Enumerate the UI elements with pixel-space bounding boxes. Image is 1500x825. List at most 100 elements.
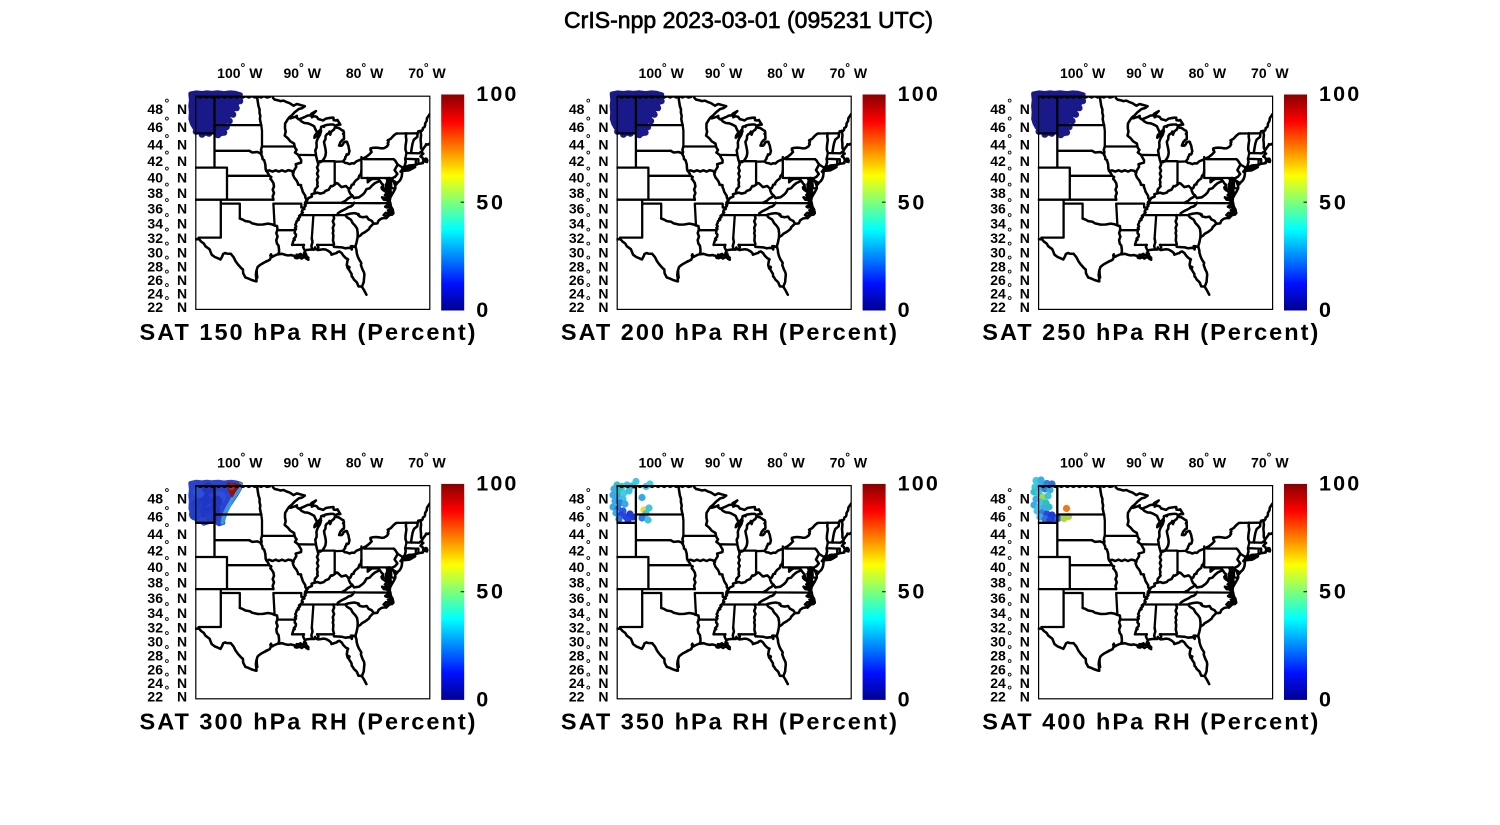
svg-text:N: N <box>177 153 187 169</box>
svg-text:°: ° <box>165 148 170 162</box>
svg-text:°: ° <box>165 267 170 281</box>
svg-text:°: ° <box>165 485 170 499</box>
svg-text:N: N <box>598 244 608 260</box>
svg-text:°: ° <box>586 96 591 110</box>
svg-text:°: ° <box>586 114 591 128</box>
svg-text:N: N <box>1020 575 1030 591</box>
svg-text:90° W: 90° W <box>705 450 743 471</box>
svg-text:N: N <box>1020 101 1030 117</box>
svg-text:°: ° <box>586 210 591 224</box>
svg-text:26: 26 <box>990 662 1006 678</box>
svg-text:32: 32 <box>990 620 1006 636</box>
svg-text:36: 36 <box>147 590 163 606</box>
svg-text:70° W: 70° W <box>408 61 446 82</box>
svg-text:42: 42 <box>990 543 1006 559</box>
svg-text:N: N <box>598 153 608 169</box>
svg-text:N: N <box>177 648 187 664</box>
svg-text:°: ° <box>586 148 591 162</box>
svg-text:30: 30 <box>147 244 163 260</box>
svg-text:SAT 200 hPa RH (Percent): SAT 200 hPa RH (Percent) <box>561 319 897 345</box>
svg-text:N: N <box>598 575 608 591</box>
svg-text:°: ° <box>1007 569 1012 583</box>
svg-text:70° W: 70° W <box>1251 61 1289 82</box>
svg-text:N: N <box>1020 491 1030 507</box>
svg-text:40: 40 <box>569 559 585 575</box>
svg-text:N: N <box>177 216 187 232</box>
svg-text:SAT 400 hPa RH (Percent): SAT 400 hPa RH (Percent) <box>982 708 1318 734</box>
svg-text:48: 48 <box>990 101 1006 117</box>
svg-text:24: 24 <box>569 675 585 691</box>
svg-text:°: ° <box>1007 554 1012 568</box>
svg-text:24: 24 <box>990 675 1006 691</box>
svg-text:N: N <box>177 675 187 691</box>
svg-text:44: 44 <box>990 137 1006 153</box>
svg-text:32: 32 <box>569 230 585 246</box>
svg-text:28: 28 <box>990 648 1006 664</box>
svg-text:N: N <box>598 491 608 507</box>
svg-text:0: 0 <box>476 298 488 322</box>
svg-text:°: ° <box>586 585 591 599</box>
svg-text:34: 34 <box>147 216 163 232</box>
svg-text:90° W: 90° W <box>283 450 321 471</box>
svg-text:N: N <box>598 590 608 606</box>
svg-text:°: ° <box>586 195 591 209</box>
svg-text:38: 38 <box>990 575 1006 591</box>
svg-text:°: ° <box>1007 280 1012 294</box>
svg-text:N: N <box>177 185 187 201</box>
svg-text:°: ° <box>1007 253 1012 267</box>
svg-text:N: N <box>598 119 608 135</box>
svg-text:°: ° <box>165 96 170 110</box>
svg-text:°: ° <box>1007 195 1012 209</box>
svg-text:80° W: 80° W <box>767 450 805 471</box>
svg-text:44: 44 <box>147 137 163 153</box>
svg-text:°: ° <box>586 131 591 145</box>
svg-text:°: ° <box>586 485 591 499</box>
svg-text:90° W: 90° W <box>1126 450 1164 471</box>
svg-text:100° W: 100° W <box>217 61 263 82</box>
svg-text:°: ° <box>165 554 170 568</box>
svg-text:N: N <box>1020 201 1030 217</box>
svg-text:N: N <box>1020 590 1030 606</box>
svg-text:N: N <box>1020 185 1030 201</box>
svg-text:30: 30 <box>569 634 585 650</box>
svg-text:°: ° <box>1007 485 1012 499</box>
svg-text:70° W: 70° W <box>830 61 868 82</box>
svg-text:26: 26 <box>569 662 585 678</box>
svg-text:N: N <box>598 662 608 678</box>
svg-text:42: 42 <box>569 543 585 559</box>
svg-text:N: N <box>1020 509 1030 525</box>
svg-text:°: ° <box>586 164 591 178</box>
svg-text:°: ° <box>165 683 170 697</box>
svg-text:SAT 300 hPa RH (Percent): SAT 300 hPa RH (Percent) <box>140 708 476 734</box>
svg-text:N: N <box>598 185 608 201</box>
svg-text:°: ° <box>1007 114 1012 128</box>
svg-text:°: ° <box>586 670 591 684</box>
svg-text:°: ° <box>165 294 170 308</box>
svg-text:100° W: 100° W <box>217 450 263 471</box>
svg-text:24: 24 <box>147 675 163 691</box>
svg-text:N: N <box>1020 648 1030 664</box>
svg-text:70° W: 70° W <box>1251 450 1289 471</box>
svg-text:°: ° <box>586 180 591 194</box>
svg-text:°: ° <box>1007 643 1012 657</box>
svg-text:°: ° <box>586 656 591 670</box>
svg-text:°: ° <box>165 670 170 684</box>
svg-text:34: 34 <box>147 605 163 621</box>
svg-text:N: N <box>177 101 187 117</box>
svg-text:°: ° <box>586 280 591 294</box>
svg-text:30: 30 <box>990 244 1006 260</box>
svg-text:42: 42 <box>147 543 163 559</box>
svg-text:36: 36 <box>990 590 1006 606</box>
svg-text:N: N <box>598 101 608 117</box>
svg-text:44: 44 <box>147 526 163 542</box>
svg-text:100° W: 100° W <box>639 61 685 82</box>
svg-text:22: 22 <box>569 299 585 315</box>
svg-text:36: 36 <box>990 201 1006 217</box>
svg-text:N: N <box>177 543 187 559</box>
svg-text:N: N <box>1020 605 1030 621</box>
svg-text:22: 22 <box>990 299 1006 315</box>
svg-text:°: ° <box>1007 239 1012 253</box>
svg-text:80° W: 80° W <box>346 450 384 471</box>
svg-text:°: ° <box>586 643 591 657</box>
svg-text:40: 40 <box>147 559 163 575</box>
